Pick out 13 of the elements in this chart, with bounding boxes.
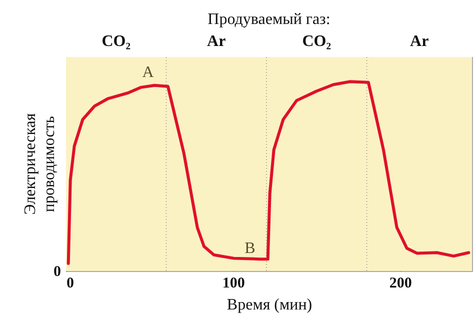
band-label: Ar	[207, 33, 226, 50]
band-label: Ar	[410, 33, 429, 50]
x-tick-label: 100	[222, 276, 245, 292]
chart-title: Продуваемый газ:	[208, 11, 330, 28]
x-tick-label: 0	[66, 276, 74, 292]
text: 0	[54, 264, 61, 280]
band-label: CO₂	[102, 33, 131, 50]
y-axis-title: Электрическая проводимость	[22, 112, 58, 215]
annotation: B	[244, 240, 256, 257]
x-axis-title: Время (мин)	[226, 296, 312, 314]
text: A	[142, 64, 154, 81]
x-tick-label: 200	[389, 276, 412, 292]
band-label: CO₂	[302, 33, 332, 50]
